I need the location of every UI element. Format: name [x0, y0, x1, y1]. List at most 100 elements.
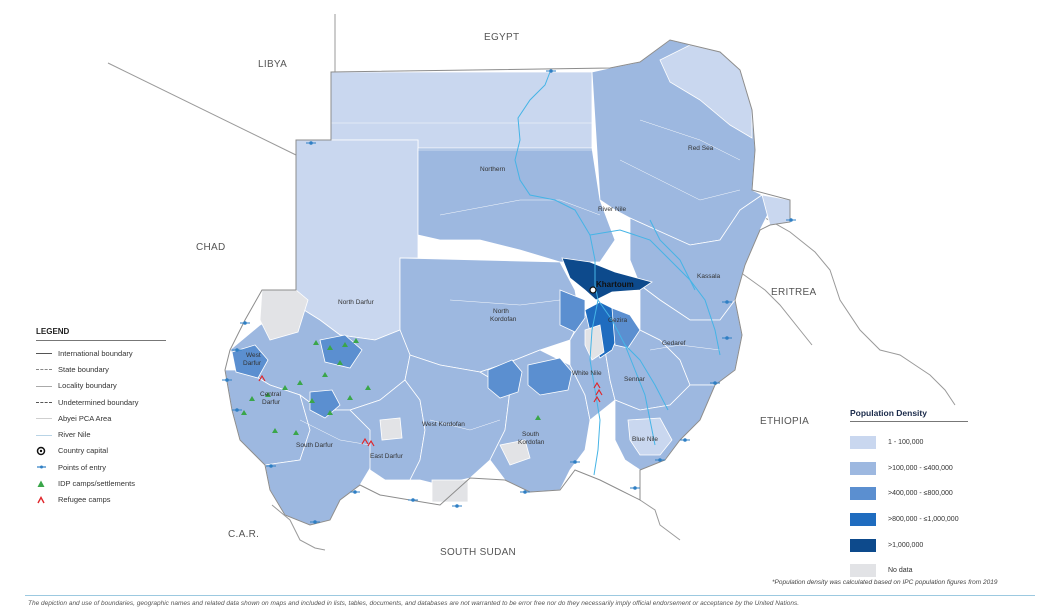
river-atbara: [589, 229, 721, 356]
entry-point-icon: [350, 490, 360, 494]
locality-line-5: [639, 119, 741, 161]
density-swatch: [850, 487, 876, 501]
country-capital-khartoum: Khartoum: [589, 280, 634, 294]
legend-item-locality-boundary: Locality boundary: [36, 378, 166, 394]
ssd-ethiopia-border: [639, 499, 681, 541]
density-swatch: [850, 513, 876, 527]
state-label-west-kordofan: West Kordofan: [422, 421, 465, 428]
legend: LEGEND International boundary State boun…: [36, 327, 166, 508]
entry-point-icon: [452, 504, 462, 508]
ethiopia-eritrea-coast: [739, 271, 813, 346]
international-boundaries: [107, 14, 956, 551]
legend-item-label: River Nile: [58, 430, 91, 440]
state-eastern-strip: [761, 194, 791, 226]
idp-camp-icon: [241, 410, 247, 415]
locality-line-6: [619, 159, 741, 201]
state-label-west-darfur-2: Darfur: [243, 360, 262, 367]
darfur-mid-dark: [319, 334, 363, 369]
locality-line-3: [439, 199, 601, 216]
idp-camp-icon: [309, 398, 315, 403]
state-boundary-symbol: [36, 364, 52, 374]
country-label-ethiopia: ETHIOPIA: [760, 416, 809, 427]
entry-point-icon: [570, 460, 580, 464]
state-north-kordofan: [399, 257, 581, 373]
refugee-camp-icon: [593, 395, 601, 403]
refugee-camp-icon: [593, 381, 601, 389]
undetermined-boundary-symbol: [36, 397, 52, 407]
central-darfur-dark: [309, 389, 341, 419]
country-label-chad: CHAD: [196, 242, 226, 253]
idp-camp-icon: [327, 345, 333, 350]
abyei-area-symbol: [36, 413, 52, 423]
state-label-sennar: Sennar: [624, 376, 646, 383]
river-blue-nile: [597, 299, 656, 446]
nodata-south-darfur: [431, 479, 469, 503]
density-legend-title: Population Density: [850, 408, 968, 422]
country-label-egypt: EGYPT: [484, 32, 519, 43]
state-gezira-mid: [559, 289, 586, 333]
density-class-4: >800,000 - ≤1,000,000: [850, 507, 968, 533]
legend-item-refugee-camps: Refugee camps: [36, 492, 166, 508]
legend-item-idp-camps: IDP camps/settlements: [36, 475, 166, 491]
legend-item-label: Undetermined boundary: [58, 397, 139, 407]
density-label: >800,000 - ≤1,000,000: [888, 516, 959, 524]
legend-item-river-nile: River Nile: [36, 426, 166, 442]
legend-item-international-boundary: International boundary: [36, 345, 166, 361]
state-labels: Northern Red Sea River Nile Kassala Nort…: [243, 145, 721, 460]
state-label-east-darfur: East Darfur: [370, 453, 404, 460]
entry-point-icon: [36, 462, 52, 472]
idp-camp-icon: [327, 410, 333, 415]
river-white-nile: [589, 299, 601, 476]
state-label-northern: Northern: [480, 166, 506, 173]
refugee-camp-icon: [367, 439, 375, 447]
idp-camp-icon: [535, 415, 541, 420]
density-class-5: >1,000,000: [850, 532, 968, 558]
libya-chad-border: [107, 62, 297, 156]
nodata-east-darfur: [379, 417, 403, 441]
density-class-1: 1 - 100,000: [850, 430, 968, 456]
legend-item-country-capital: Country capital: [36, 443, 166, 459]
idp-camp-icon: [293, 430, 299, 435]
idp-camp-icon: [272, 428, 278, 433]
state-gezira-east: [611, 307, 641, 349]
disclaimer: The depiction and use of boundaries, geo…: [28, 600, 800, 607]
idp-camp-icon: [322, 372, 328, 377]
entry-point-icon: [266, 464, 276, 468]
density-class-2: >100,000 - ≤400,000: [850, 456, 968, 482]
river-rahad: [624, 344, 669, 411]
entry-point-icon: [520, 490, 530, 494]
entry-point-icon: [680, 438, 690, 442]
sudan-states: [224, 39, 791, 526]
density-swatch: [850, 436, 876, 450]
legend-item-label: Refugee camps: [58, 495, 111, 505]
density-label: 1 - 100,000: [888, 439, 924, 447]
refugee-camp-icon: [258, 374, 266, 382]
density-label: >400,000 - ≤800,000: [888, 490, 953, 498]
locality-line-9: [649, 344, 721, 351]
density-swatch: [850, 538, 876, 552]
density-swatch: [850, 461, 876, 475]
kordofan-mid-dark-2: [527, 357, 573, 396]
state-blue-nile-light: [627, 417, 673, 456]
state-label-gedaref: Gedaref: [662, 340, 686, 347]
capital-icon: [36, 446, 52, 456]
refugee-camp-icon: [595, 388, 603, 396]
river-nile-main: [514, 71, 599, 301]
idp-camp-icon: [337, 360, 343, 365]
legend-item-points-of-entry: Points of entry: [36, 459, 166, 475]
sudan-outline: [224, 39, 791, 526]
legend-item-label: State boundary: [58, 364, 109, 374]
entry-point-icon: [630, 486, 640, 490]
legend-item-abyei: Abyei PCA Area: [36, 410, 166, 426]
entry-point-icon: [710, 381, 720, 385]
entry-point-icon: [786, 218, 796, 222]
state-label-central-darfur-2: Darfur: [262, 399, 281, 406]
density-swatch: [850, 564, 876, 578]
density-label: >100,000 - ≤400,000: [888, 464, 953, 472]
river-nile: [514, 71, 721, 476]
capital-label: Khartoum: [596, 280, 634, 289]
legend-item-label: Abyei PCA Area: [58, 413, 112, 423]
points-of-entry: [222, 69, 796, 524]
entry-point-icon: [232, 408, 242, 412]
